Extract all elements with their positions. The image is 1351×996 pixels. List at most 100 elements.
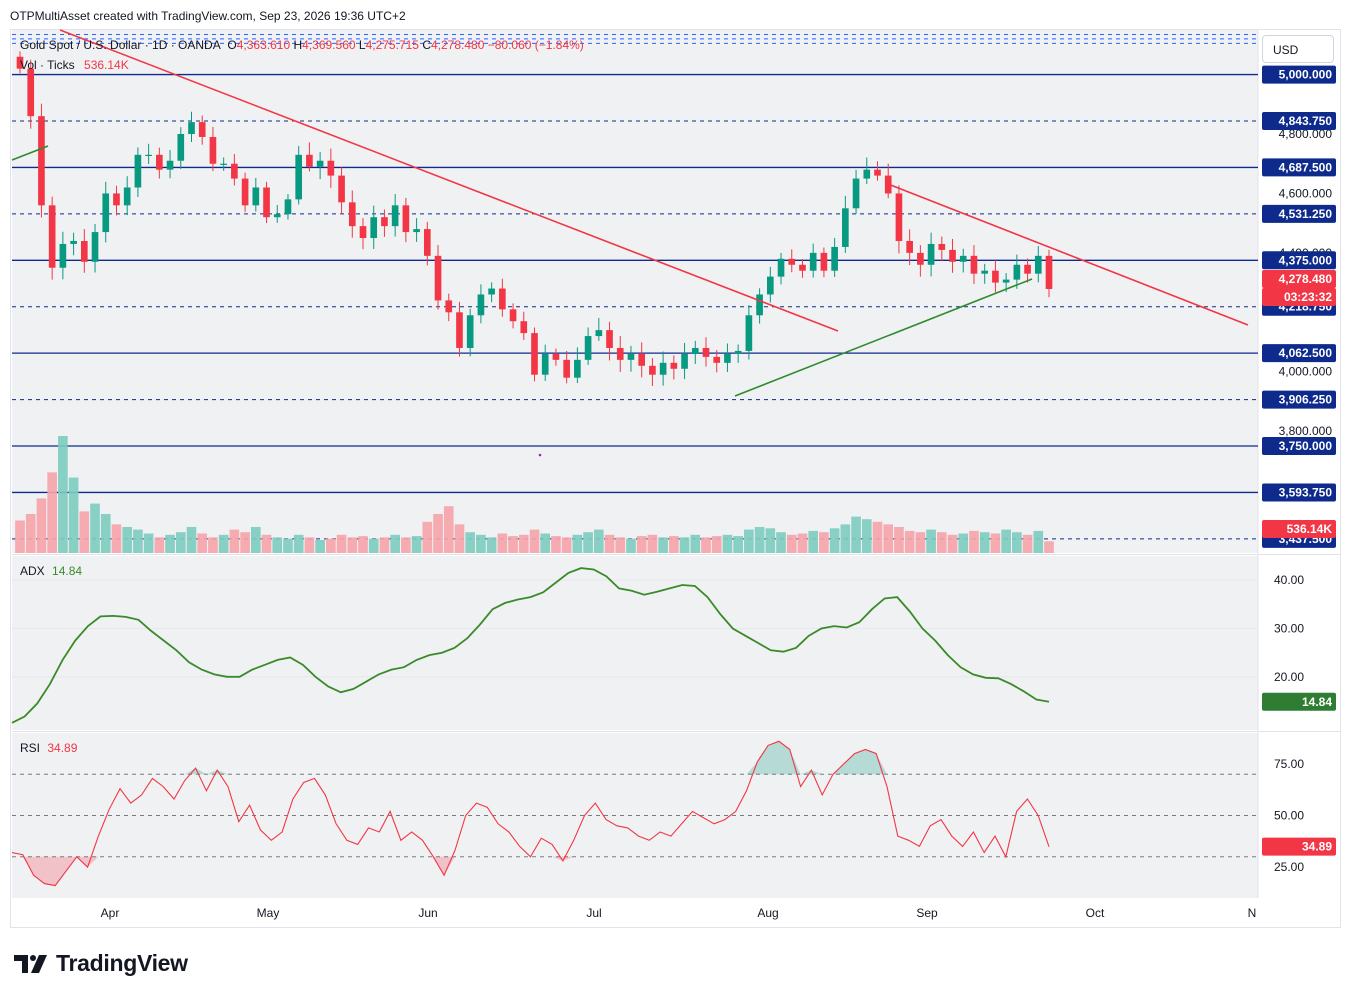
close-label: C (422, 38, 431, 52)
candle (466, 315, 474, 348)
volume-bar (411, 536, 422, 553)
candle (434, 255, 442, 301)
volume-bar (819, 532, 829, 553)
countdown-badge: 03:23:32 (1284, 290, 1332, 304)
rsi-label[interactable]: RSI (20, 741, 41, 755)
candle (113, 193, 120, 206)
candle (423, 229, 431, 256)
tradingview-logo[interactable]: TradingView (14, 950, 188, 977)
candle (1045, 255, 1053, 289)
candle (188, 122, 195, 135)
level-badge-bg (1262, 437, 1336, 456)
adx-badge: 14.84 (1302, 695, 1332, 709)
volume-bar (358, 536, 368, 553)
volume-bar (218, 534, 229, 553)
trendlines (11, 29, 1249, 457)
volume-bar (508, 536, 518, 553)
candle (220, 163, 227, 165)
currency-button[interactable]: USD (1262, 35, 1334, 63)
candle (745, 315, 753, 351)
volume-bar (840, 524, 851, 553)
volume-bar (197, 533, 208, 553)
candle (638, 353, 646, 366)
level-badge-bg (1262, 65, 1336, 84)
volume-label[interactable]: Vol · Ticks (20, 58, 75, 72)
candle (413, 229, 420, 233)
main-legend: Gold Spot / U.S. Dollar · 1D · OANDA O 4,… (20, 38, 584, 52)
rsi-tick-label: 25.00 (1274, 860, 1304, 874)
candle (659, 362, 667, 375)
volume-bar (765, 528, 776, 553)
rsi-oversold-fill (22, 856, 34, 876)
volume-bar (829, 528, 840, 553)
volume-bar (261, 534, 272, 553)
candle (209, 136, 217, 164)
rsi-overbought-fill (865, 749, 877, 775)
volume-bar (476, 534, 486, 553)
level-badge: 3,593.750 (1279, 485, 1333, 499)
adx-label[interactable]: ADX (20, 564, 45, 578)
candle (702, 347, 710, 357)
volume-bar (604, 534, 615, 553)
rsi-tick-label: 75.00 (1274, 757, 1304, 771)
volume-bar (47, 472, 57, 553)
candle (1034, 255, 1042, 274)
volume-bar (711, 536, 722, 553)
price-tick-label: 4,000.000 (1279, 365, 1333, 379)
candle (820, 252, 828, 271)
volume-bar (529, 529, 540, 553)
chart-frame[interactable] (10, 29, 1341, 928)
level-badge: 4,843.750 (1279, 114, 1333, 128)
low-value: 4,275.715 (365, 38, 419, 52)
low-label: L (358, 38, 366, 52)
candle (102, 193, 110, 233)
level-badge: 3,750.000 (1279, 439, 1333, 453)
downtrend-line (59, 29, 839, 332)
adx-pane-bg (12, 556, 1258, 730)
level-badge: 4,062.500 (1279, 346, 1333, 360)
candle (402, 205, 410, 233)
volume-bar (111, 524, 122, 553)
open-label: O (227, 38, 237, 52)
change-value: −80.060 (−1.84%) (487, 38, 584, 52)
candle (59, 243, 67, 268)
volume-bar (915, 532, 926, 553)
rsi-oversold-fill (562, 856, 574, 861)
volume-bar (936, 532, 947, 553)
volume-bar (315, 540, 325, 553)
rsi-overbought-fill (778, 741, 790, 775)
volume-bar (872, 521, 883, 553)
volume-bar (551, 536, 561, 553)
volume-bar (904, 530, 915, 553)
volume-bar (326, 538, 336, 553)
price-tick-label: 3,800.000 (1279, 424, 1333, 438)
level-badge-bg (1262, 112, 1336, 131)
volume-bar (422, 521, 433, 553)
candle (959, 255, 967, 262)
level-badge: 3,906.250 (1279, 393, 1333, 407)
time-tick-label: May (257, 906, 280, 920)
volume-bar (133, 529, 143, 553)
candle (241, 178, 249, 206)
candle (252, 187, 260, 206)
candle (831, 246, 838, 271)
candle (788, 258, 796, 265)
volume-bar (390, 534, 400, 553)
time-axis: Apr May Jun Jul Aug Sep Oct N (101, 906, 1257, 920)
downtrend-line (887, 183, 1249, 326)
volume-bar (90, 503, 100, 553)
volume-bar (808, 530, 819, 553)
candle (970, 255, 978, 274)
rsi-overbought-fill (757, 745, 769, 775)
volume-bar (15, 520, 25, 553)
candle (734, 350, 742, 354)
volume-bar (486, 537, 497, 553)
candle (949, 249, 956, 262)
rsi-oversold-fill (444, 856, 455, 876)
symbol-name[interactable]: Gold Spot / U.S. Dollar · 1D · OANDA (20, 38, 221, 52)
candle (338, 175, 345, 203)
volume-bar (208, 537, 218, 553)
level-badge: 4,531.250 (1279, 207, 1333, 221)
candle (777, 258, 785, 277)
